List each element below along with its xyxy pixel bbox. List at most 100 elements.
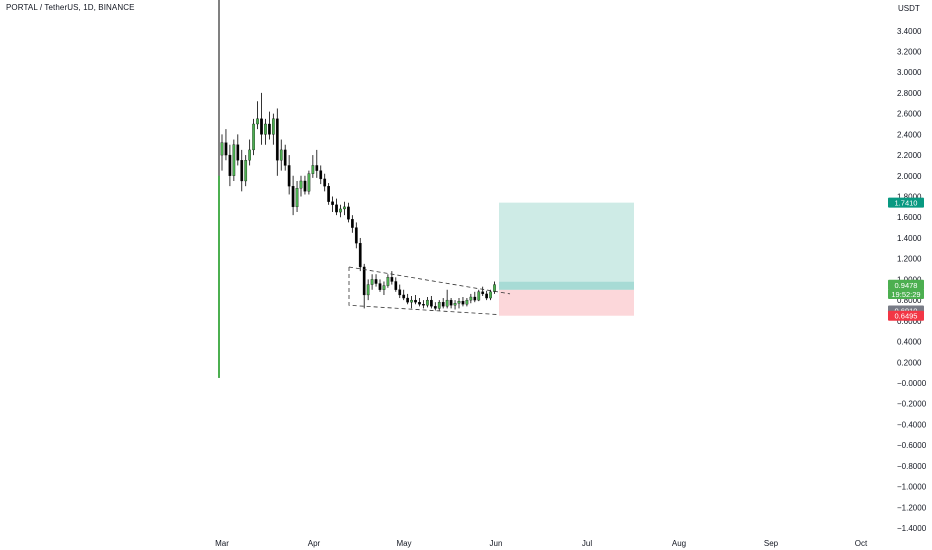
candle-body bbox=[493, 284, 496, 292]
x-tick-label: Mar bbox=[215, 539, 229, 548]
candle-body bbox=[485, 293, 489, 299]
candles-layer bbox=[218, 0, 496, 378]
candle-body bbox=[465, 299, 469, 305]
price-tag bbox=[888, 197, 924, 208]
candle-body bbox=[374, 279, 378, 284]
stop-zone bbox=[499, 289, 634, 316]
candle-body bbox=[299, 180, 303, 189]
candle-body bbox=[218, 175, 220, 378]
x-tick-label: Aug bbox=[672, 539, 686, 548]
y-tick-label: 2.2000 bbox=[897, 151, 922, 160]
y-tick-label: 0.4000 bbox=[897, 338, 922, 347]
candle-body bbox=[437, 302, 441, 309]
y-tick-label: 1.2000 bbox=[897, 255, 922, 264]
price-tag bbox=[888, 279, 924, 290]
candle-body bbox=[220, 142, 224, 156]
y-tick-label: 3.4000 bbox=[897, 27, 922, 36]
y-tick-label: 2.4000 bbox=[897, 130, 922, 139]
candle-body bbox=[271, 118, 275, 135]
y-tick-label: 0.6000 bbox=[897, 317, 922, 326]
y-tick-label: −1.4000 bbox=[897, 524, 927, 533]
candle-body bbox=[295, 188, 299, 208]
candle-body bbox=[457, 301, 461, 304]
candle-body bbox=[414, 299, 417, 303]
time-axis[interactable]: Mar Apr May Jun Jul Aug Sep Oct bbox=[215, 539, 868, 548]
price-tag bbox=[888, 289, 924, 300]
candle-body bbox=[354, 227, 358, 244]
candle-body bbox=[461, 301, 465, 305]
x-tick-label: May bbox=[396, 539, 411, 548]
candle-body bbox=[236, 144, 240, 161]
y-tick-label: −0.6000 bbox=[897, 441, 927, 450]
candle-body bbox=[315, 165, 319, 171]
candle-body bbox=[287, 165, 291, 187]
candle-body bbox=[275, 118, 279, 161]
candle-body bbox=[390, 277, 394, 282]
x-tick-label: Jun bbox=[490, 539, 503, 548]
y-tick-label: −0.2000 bbox=[897, 400, 927, 409]
y-tick-label: 3.0000 bbox=[897, 68, 922, 77]
candle-body bbox=[433, 306, 437, 309]
y-tick-label: 1.8000 bbox=[897, 193, 922, 202]
candle-body bbox=[283, 149, 287, 166]
candle-body bbox=[489, 291, 492, 299]
candle-body bbox=[343, 206, 346, 210]
candle-body bbox=[406, 297, 410, 303]
y-tick-label: 2.8000 bbox=[897, 89, 922, 98]
entry-band bbox=[499, 281, 634, 290]
candle-body bbox=[350, 219, 354, 228]
y-tick-label: 0.2000 bbox=[897, 358, 922, 367]
price-tag-label: 19:52:29 bbox=[891, 290, 920, 299]
candle-body bbox=[382, 285, 386, 290]
candle-body bbox=[311, 165, 315, 174]
candle-body bbox=[362, 266, 366, 296]
price-tag-label: 1.7410 bbox=[895, 199, 918, 208]
y-tick-label: 2.0000 bbox=[897, 172, 922, 181]
price-tag-label: 0.9478 bbox=[895, 281, 918, 290]
x-tick-label: Sep bbox=[764, 539, 779, 548]
y-tick-label: 0.8000 bbox=[897, 296, 922, 305]
y-tick-label: −1.2000 bbox=[897, 503, 927, 512]
candle-body bbox=[331, 201, 334, 205]
wedge-lower-line bbox=[348, 266, 500, 316]
candle-body bbox=[453, 303, 457, 306]
candle-body bbox=[445, 299, 449, 307]
candle-body bbox=[291, 186, 295, 208]
price-axis[interactable]: 3.4000 3.2000 3.0000 2.8000 2.6000 2.4000 2.20… bbox=[897, 27, 927, 533]
candle-body bbox=[303, 180, 307, 192]
candle-body bbox=[240, 160, 244, 182]
currency-label: USDT bbox=[898, 4, 920, 13]
candle-body bbox=[347, 206, 350, 220]
candle-body bbox=[429, 299, 433, 307]
candle-body bbox=[477, 291, 481, 301]
candle-body bbox=[339, 208, 342, 213]
y-tick-label: 3.2000 bbox=[897, 47, 922, 56]
candle-body bbox=[335, 204, 338, 213]
y-tick-label: −1.0000 bbox=[897, 483, 927, 492]
candle-body bbox=[244, 160, 248, 182]
candle-body bbox=[394, 281, 398, 290]
y-tick-label: −0.8000 bbox=[897, 462, 927, 471]
long-position-tool[interactable] bbox=[499, 202, 634, 316]
candle-body bbox=[449, 299, 453, 306]
candle-body bbox=[319, 170, 323, 180]
candle-body bbox=[426, 299, 429, 306]
y-tick-label: −0.0000 bbox=[897, 379, 927, 388]
candle-body bbox=[469, 296, 473, 301]
falling-wedge-pattern[interactable] bbox=[348, 266, 511, 316]
candle-body bbox=[418, 302, 421, 305]
candle-body bbox=[398, 289, 402, 296]
candle-body bbox=[228, 154, 232, 176]
candle-body bbox=[224, 142, 228, 156]
price-tag-label: 0.6495 bbox=[895, 312, 918, 321]
candle-body bbox=[410, 299, 413, 303]
candle-body bbox=[358, 242, 362, 268]
candle-body bbox=[232, 144, 236, 176]
candle-body bbox=[481, 291, 485, 295]
candle-body bbox=[260, 118, 263, 135]
candle-body bbox=[473, 296, 477, 301]
y-tick-label: 1.4000 bbox=[897, 234, 922, 243]
candle-body bbox=[264, 123, 267, 135]
